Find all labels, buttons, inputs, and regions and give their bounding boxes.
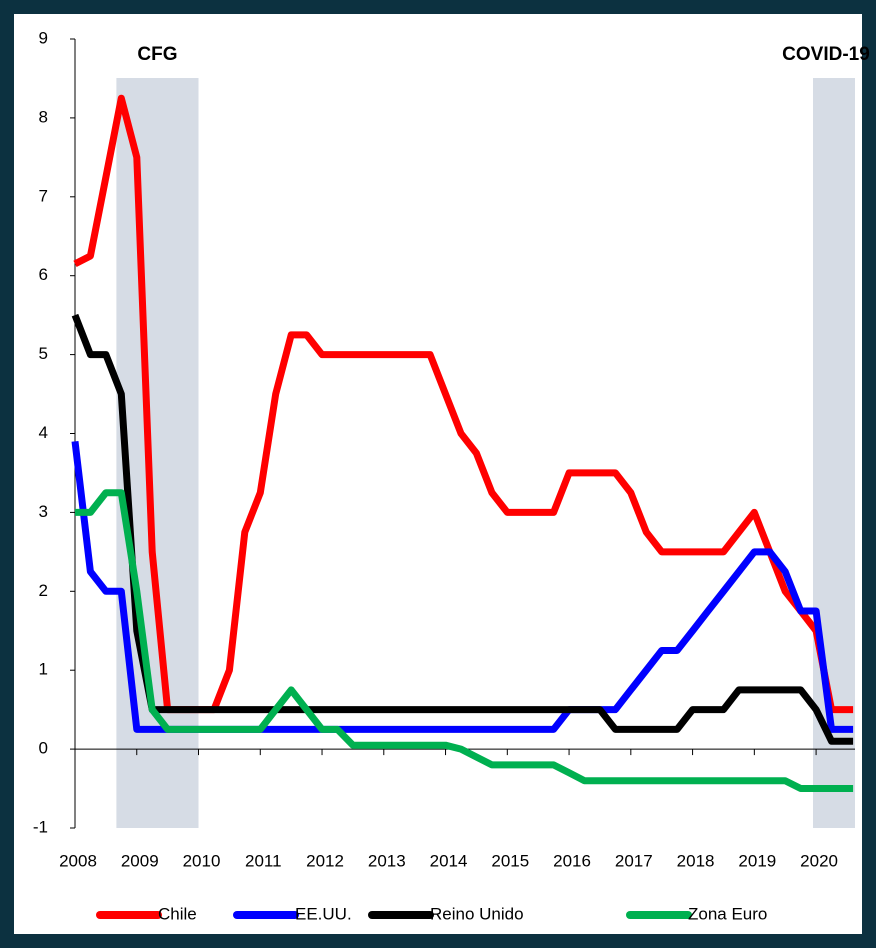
x-tick-label: 2011 — [245, 851, 282, 870]
x-tick-label: 2019 — [738, 851, 776, 870]
x-tick-label: 2009 — [121, 851, 159, 870]
y-tick-label: -1 — [33, 817, 48, 836]
annotation: COVID-19 — [782, 44, 870, 65]
legend-label: Reino Unido — [430, 904, 524, 923]
series-line — [71, 313, 854, 745]
y-tick-label: 7 — [39, 186, 48, 205]
y-tick-label: 0 — [39, 739, 48, 758]
shaded-period — [813, 78, 855, 828]
x-tick-label: 2018 — [677, 851, 715, 870]
y-tick-label: 6 — [39, 265, 48, 284]
y-tick-label: 8 — [39, 107, 48, 126]
x-tick-label: 2014 — [430, 851, 468, 870]
x-tick-label: 2013 — [368, 851, 406, 870]
x-tick-label: 2008 — [59, 851, 97, 870]
legend-label: EE.UU. — [295, 904, 352, 923]
x-tick-label: 2015 — [491, 851, 529, 870]
legend-label: Chile — [158, 904, 197, 923]
legend-label: Zona Euro — [688, 904, 767, 923]
y-tick-label: 9 — [39, 28, 48, 47]
annotation: CFG — [137, 44, 177, 65]
shaded-period — [116, 78, 199, 828]
x-tick-label: 2010 — [183, 851, 221, 870]
series-line — [75, 489, 854, 792]
y-tick-label: 2 — [39, 581, 48, 600]
x-tick-label: 2017 — [615, 851, 653, 870]
x-tick-label: 2016 — [553, 851, 591, 870]
x-tick-label: 2012 — [306, 851, 344, 870]
y-tick-label: 3 — [39, 502, 48, 521]
y-tick-label: 1 — [39, 660, 48, 679]
y-tick-label: 4 — [39, 423, 48, 442]
x-tick-label: 2020 — [800, 851, 838, 870]
y-tick-label: 5 — [39, 344, 48, 363]
